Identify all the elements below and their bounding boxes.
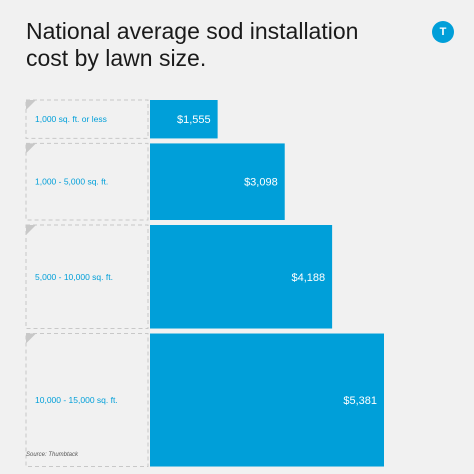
- category-label: 1,000 sq. ft. or less: [35, 114, 107, 124]
- title-line-1: National average sod installation: [26, 18, 359, 44]
- bar-value-label: $1,555: [177, 114, 211, 126]
- category-label: 1,000 - 5,000 sq. ft.: [35, 177, 108, 187]
- bar-group: 10,000 - 15,000 sq. ft. $5,381: [25, 333, 384, 468]
- corner-fold-icon: [26, 100, 36, 110]
- thumbtack-logo-icon: T: [432, 21, 454, 43]
- corner-fold-icon: [26, 225, 36, 236]
- bar: [150, 225, 333, 329]
- bar: [150, 333, 384, 467]
- bar: [150, 100, 218, 139]
- bar-value-label: $4,188: [291, 272, 325, 284]
- corner-fold-icon: [26, 333, 36, 344]
- bar-group: 1,000 - 5,000 sq. ft. $3,098: [25, 142, 285, 221]
- category-label-box: [25, 224, 149, 330]
- category-label: 10,000 - 15,000 sq. ft.: [35, 395, 118, 405]
- category-label: 5,000 - 10,000 sq. ft.: [35, 272, 113, 282]
- category-label-box: [25, 142, 149, 221]
- bar-group: 5,000 - 10,000 sq. ft. $4,188: [25, 224, 333, 330]
- bar-value-label: $3,098: [244, 177, 278, 189]
- bar-value-label: $5,381: [343, 395, 377, 407]
- corner-fold-icon: [26, 143, 36, 154]
- chart-title: National average sod installation cost b…: [26, 18, 406, 72]
- bar-group: 1,000 sq. ft. or less $1,555: [25, 99, 218, 139]
- category-label-box: [25, 333, 149, 468]
- title-line-2: cost by lawn size.: [26, 45, 207, 71]
- category-label-box: [25, 99, 149, 139]
- source-note: Source: Thumbtack: [26, 452, 79, 458]
- bar: [150, 143, 285, 221]
